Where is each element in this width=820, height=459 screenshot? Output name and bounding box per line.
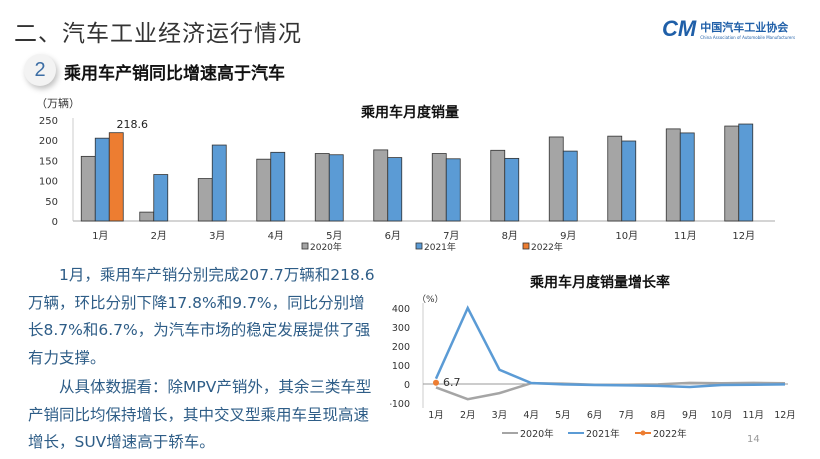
legend-label: 2022年: [531, 241, 563, 253]
line-annotation: 6.7: [443, 376, 461, 389]
bar-2021年: [562, 150, 578, 222]
bar-2021年: [328, 154, 344, 222]
legend-swatch: [301, 242, 309, 250]
y-tick-label: 250: [39, 116, 58, 127]
section-title: 二、汽车工业经济运行情况: [14, 21, 302, 47]
bar-2020年: [197, 178, 213, 222]
x-tick-label: 10月: [711, 410, 733, 421]
x-tick-label: 11月: [674, 230, 697, 242]
bar-2020年: [314, 153, 330, 222]
x-tick-label: 4月: [268, 230, 284, 242]
point-2022年: [433, 379, 439, 386]
bar-2020年: [724, 125, 740, 222]
x-tick-label: 8月: [650, 410, 666, 421]
bar-2020年: [256, 158, 272, 222]
x-tick-label: 2月: [151, 230, 167, 242]
paragraph-1: 1月，乘用车产销分别完成207.7万辆和218.6万辆，环比分别下降17.8%和…: [28, 266, 375, 367]
x-tick-label: 5月: [326, 230, 342, 242]
bar-2020年: [490, 149, 506, 222]
legend-label: 2020年: [310, 241, 342, 253]
bar-2021年: [211, 144, 227, 222]
y-tick-label: 100: [39, 177, 58, 188]
bar-2021年: [445, 158, 461, 222]
bar-2021年: [387, 157, 403, 222]
x-tick-label: 6月: [587, 410, 603, 421]
bar-chart-title: 乘用车月度销量: [360, 104, 459, 121]
y-tick-label: -100: [390, 399, 410, 410]
x-tick-label: 2月: [460, 410, 476, 421]
caam-logo: CM 中国汽车工业协会 China Association of Automob…: [662, 16, 795, 42]
x-tick-label: 5月: [555, 410, 571, 421]
y-tick-label: 300: [392, 323, 410, 334]
bar-2021年: [270, 151, 286, 222]
line-2021年: [434, 305, 786, 389]
logo-cn-text: 中国汽车工业协会: [700, 20, 789, 34]
x-tick-label: 12月: [774, 410, 796, 421]
y-tick-label: 150: [39, 156, 58, 167]
bar-2020年: [373, 149, 389, 222]
logo-en-text: China Association of Automobile Manufact…: [700, 34, 796, 40]
bar-2020年: [139, 211, 155, 222]
y-tick-label: 0: [52, 217, 58, 228]
x-tick-label: 4月: [523, 410, 539, 421]
bar-annotation: 218.6: [117, 118, 149, 131]
legend-label: 2021年: [424, 241, 456, 253]
bar-chart: 乘用车月度销量 （万辆） 0 50 100 150 200 250 1月 2月 3月 4月 5月 6月 7月…: [36, 96, 775, 253]
bar-2020年: [548, 136, 564, 222]
y-tick-label: 100: [392, 361, 410, 372]
bar-2020年: [665, 128, 681, 222]
legend-swatch: [522, 242, 530, 250]
x-tick-label: 8月: [502, 230, 518, 242]
legend-label: 2020年: [520, 428, 554, 440]
x-tick-label: 7月: [619, 410, 635, 421]
bar-2020年: [607, 135, 623, 222]
x-tick-label: 9月: [682, 410, 698, 421]
page-number: 14: [747, 434, 760, 445]
bar-2021年: [679, 132, 695, 222]
paragraph-2: 从具体数据看：除MPV产销外，其余三类车型产销同比均保持增长，其中交叉型乘用车呈…: [28, 378, 372, 451]
x-tick-label: 1月: [428, 410, 444, 421]
y-tick-label: 400: [392, 304, 410, 315]
subsection-number-badge: 2: [24, 54, 56, 86]
bar-2020年: [80, 155, 96, 222]
bar-2021年: [738, 123, 754, 222]
bar-chart-ylabel: （万辆）: [36, 96, 80, 110]
x-tick-label: 12月: [732, 230, 755, 242]
x-tick-label: 11月: [742, 410, 764, 421]
line-chart-title: 乘用车月度销量增长率: [529, 274, 670, 291]
logo-icon: CM: [662, 16, 697, 41]
x-tick-label: 10月: [615, 230, 638, 242]
x-tick-label: 3月: [492, 410, 508, 421]
legend-label: 2022年: [653, 428, 687, 440]
line-chart: 乘用车月度销量增长率 （%） -100 0 100 200 300 400 1月 2月 3月 4月 5月…: [390, 274, 796, 440]
bar-2020年: [431, 153, 447, 222]
legend-swatch: [415, 242, 423, 250]
bar-2021年: [94, 137, 110, 222]
line-chart-ylabel: （%）: [417, 294, 444, 305]
x-tick-label: 1月: [92, 230, 108, 242]
legend-label: 2021年: [586, 428, 620, 440]
x-tick-label: 3月: [209, 230, 225, 242]
x-tick-label: 6月: [385, 230, 401, 242]
x-tick-label: 7月: [443, 230, 459, 242]
y-tick-label: 0: [404, 380, 410, 391]
y-tick-label: 50: [45, 197, 58, 208]
y-tick-label: 200: [392, 342, 410, 353]
subsection-title: 乘用车产销同比增速高于汽车: [64, 64, 285, 84]
y-tick-label: 200: [39, 136, 58, 147]
bar-2021年: [504, 157, 520, 222]
bar-2021年: [153, 174, 169, 222]
x-tick-label: 9月: [560, 230, 576, 242]
bar-2021年: [621, 140, 637, 222]
bar-2022年: [108, 132, 124, 222]
